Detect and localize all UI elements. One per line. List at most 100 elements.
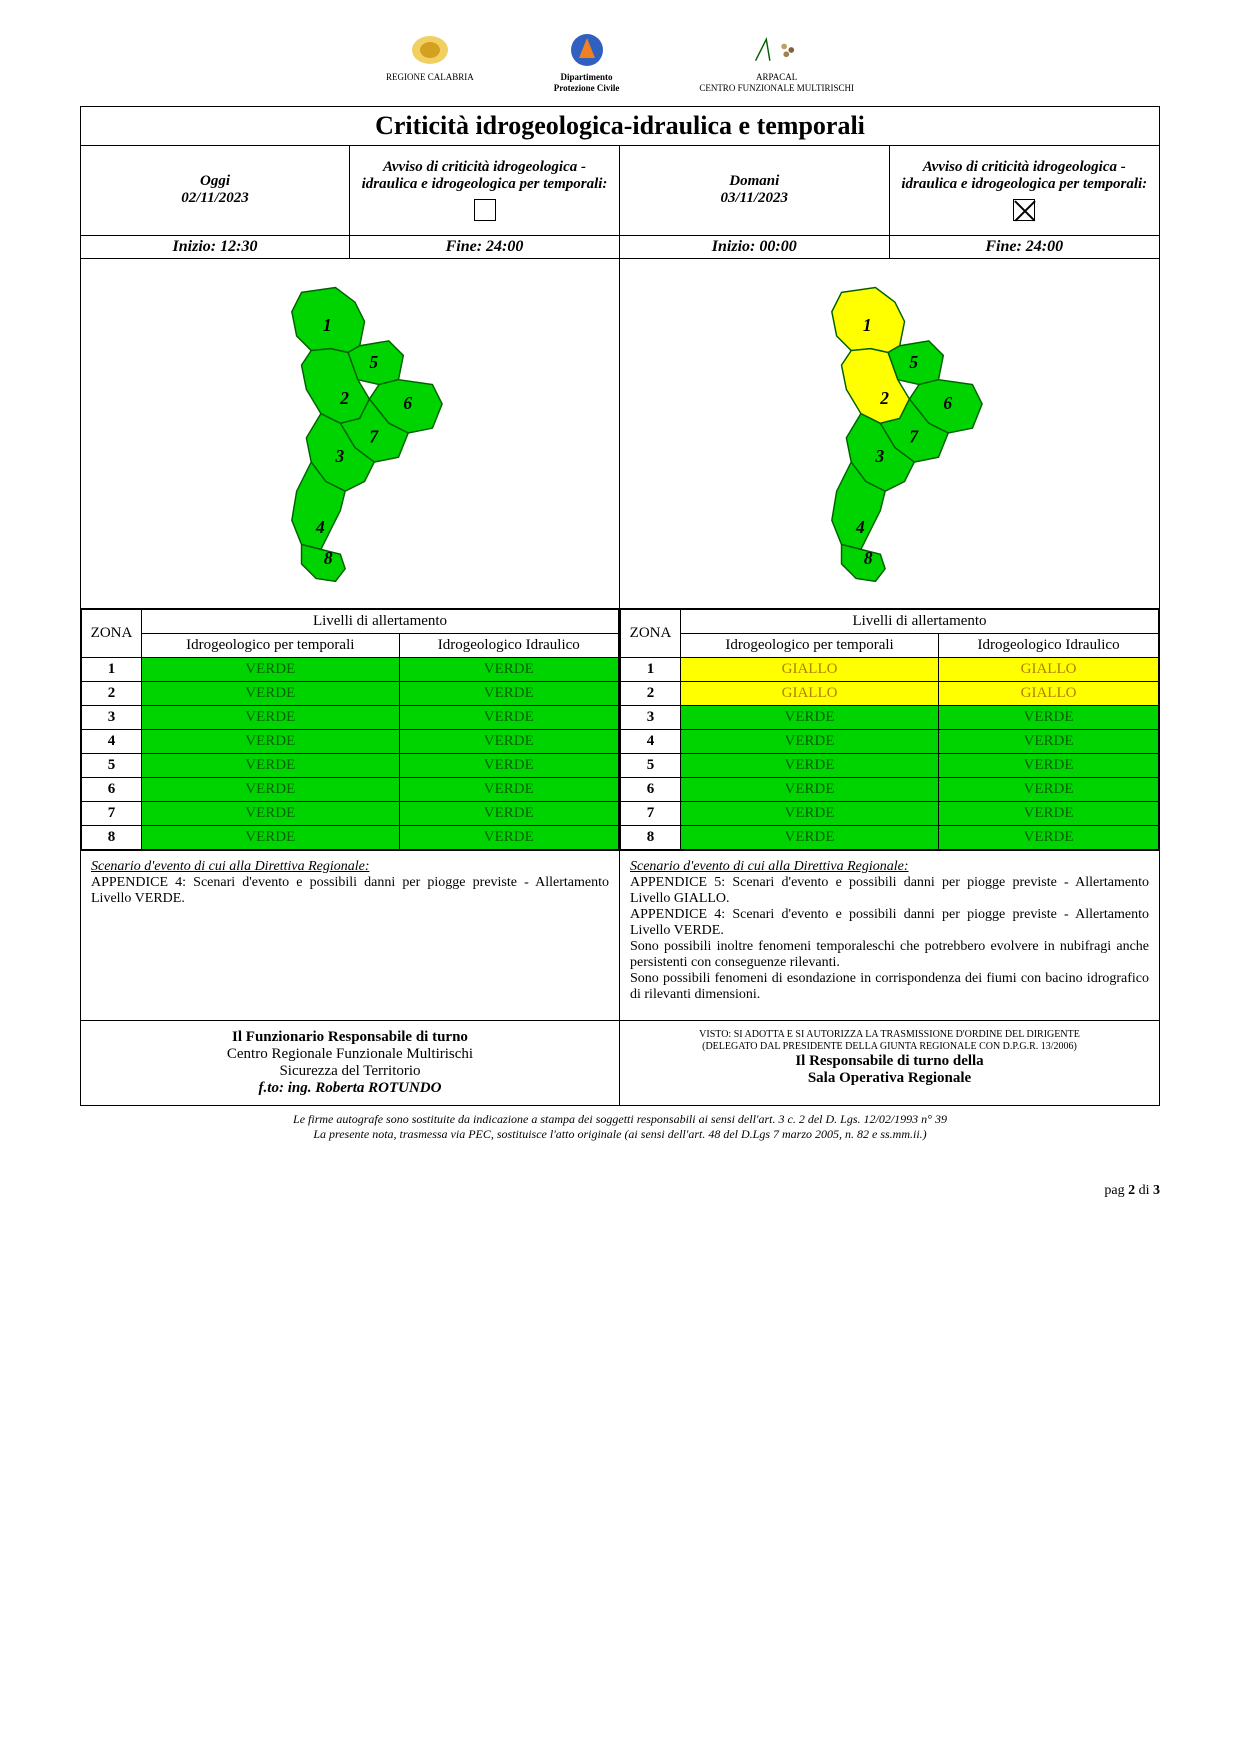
today-date: 02/11/2023 <box>181 190 249 207</box>
columns: Oggi 02/11/2023 Avviso di criticità idro… <box>81 146 1159 1105</box>
th-zona: ZONA <box>621 609 681 657</box>
today-table: ZONALivelli di allertamentoIdrogeologico… <box>81 609 619 850</box>
today-avviso-label: Avviso di criticità idrogeologica - idra… <box>358 159 611 193</box>
cell-zone: 3 <box>621 705 681 729</box>
tomorrow-avviso-checkbox <box>1013 199 1035 221</box>
table-row: 8VERDEVERDE <box>621 825 1159 849</box>
cell-zone: 1 <box>621 657 681 681</box>
today-date-cell: Oggi 02/11/2023 <box>81 146 350 235</box>
tomorrow-header: Domani 03/11/2023 Avviso di criticità id… <box>620 146 1159 236</box>
cell-temporali: VERDE <box>681 801 939 825</box>
page-num-mid: di <box>1135 1183 1153 1198</box>
cell-temporali: VERDE <box>142 777 400 801</box>
cell-idraulico: VERDE <box>399 753 618 777</box>
footer-l2: La presente nota, trasmessa via PEC, sos… <box>80 1127 1160 1143</box>
cell-idraulico: VERDE <box>939 777 1159 801</box>
logo-regione: REGIONE CALABRIA <box>386 30 474 94</box>
cell-temporali: VERDE <box>142 825 400 849</box>
today-header: Oggi 02/11/2023 Avviso di criticità idro… <box>81 146 619 236</box>
table-row: 7VERDEVERDE <box>82 801 619 825</box>
th-livelli: Livelli di allertamento <box>142 609 619 633</box>
table-row: 1GIALLOGIALLO <box>621 657 1159 681</box>
cell-idraulico: VERDE <box>399 777 618 801</box>
logo-arpacal: ARPACAL CENTRO FUNZIONALE MULTIRISCHI <box>699 30 854 94</box>
arpacal-icon <box>752 30 802 70</box>
cell-temporali: VERDE <box>681 777 939 801</box>
cell-temporali: VERDE <box>142 705 400 729</box>
cell-temporali: VERDE <box>681 753 939 777</box>
today-time-row: Inizio: 12:30 Fine: 24:00 <box>81 236 619 259</box>
cell-zone: 5 <box>82 753 142 777</box>
map-zone-label-3: 3 <box>874 446 884 466</box>
today-scenario-title: Scenario d'evento di cui alla Direttiva … <box>91 859 370 874</box>
table-row: 3VERDEVERDE <box>621 705 1159 729</box>
cell-temporali: VERDE <box>142 729 400 753</box>
map-zone-label-7: 7 <box>369 427 379 447</box>
cell-zone: 2 <box>621 681 681 705</box>
cell-idraulico: VERDE <box>939 753 1159 777</box>
map-zone-label-7: 7 <box>909 427 919 447</box>
footer-note: Le firme autografe sono sostituite da in… <box>80 1112 1160 1143</box>
tomorrow-fine: Fine: 24:00 <box>890 236 1160 258</box>
protezione-civile-icon <box>562 30 612 70</box>
tomorrow-sig-l2: Sala Operativa Regionale <box>630 1070 1149 1087</box>
tomorrow-scenario: Scenario d'evento di cui alla Direttiva … <box>620 850 1159 1020</box>
table-row: 8VERDEVERDE <box>82 825 619 849</box>
today-signature: Il Funzionario Responsabile di turno Cen… <box>81 1020 619 1105</box>
cell-zone: 6 <box>82 777 142 801</box>
tomorrow-map-row: 15267348 <box>620 259 1159 609</box>
tomorrow-date-cell: Domani 03/11/2023 <box>620 146 890 235</box>
tomorrow-avviso-label: Avviso di criticità idrogeologica - idra… <box>898 159 1152 193</box>
th-col2: Idrogeologico Idraulico <box>399 633 618 657</box>
col-today: Oggi 02/11/2023 Avviso di criticità idro… <box>81 146 620 1105</box>
cell-idraulico: GIALLO <box>939 657 1159 681</box>
today-avviso-checkbox <box>474 199 496 221</box>
cell-zone: 3 <box>82 705 142 729</box>
logo-dipartimento-label: Dipartimento Protezione Civile <box>554 72 620 94</box>
cell-temporali: VERDE <box>142 801 400 825</box>
table-row: 3VERDEVERDE <box>82 705 619 729</box>
page-num-pre: pag <box>1104 1183 1128 1198</box>
map-zone-label-6: 6 <box>403 393 412 413</box>
th-col1: Idrogeologico per temporali <box>681 633 939 657</box>
cell-temporali: VERDE <box>142 657 400 681</box>
cell-idraulico: VERDE <box>399 657 618 681</box>
cell-zone: 2 <box>82 681 142 705</box>
cell-zone: 6 <box>621 777 681 801</box>
cell-idraulico: VERDE <box>399 801 618 825</box>
cell-temporali: VERDE <box>142 681 400 705</box>
map-zone-label-8: 8 <box>324 548 333 568</box>
cell-temporali: VERDE <box>681 705 939 729</box>
table-row: 2GIALLOGIALLO <box>621 681 1159 705</box>
logo-regione-label: REGIONE CALABRIA <box>386 72 474 83</box>
today-sig-l4: f.to: ing. Roberta ROTUNDO <box>91 1080 609 1097</box>
today-avviso-cell: Avviso di criticità idrogeologica - idra… <box>350 146 619 235</box>
cell-temporali: GIALLO <box>681 657 939 681</box>
cell-temporali: VERDE <box>681 729 939 753</box>
main-box: Criticità idrogeologica-idraulica e temp… <box>80 106 1160 1106</box>
map-zone-label-5: 5 <box>909 352 918 372</box>
table-row: 7VERDEVERDE <box>621 801 1159 825</box>
today-label: Oggi <box>200 173 230 190</box>
document-title: Criticità idrogeologica-idraulica e temp… <box>81 107 1159 146</box>
cell-idraulico: VERDE <box>399 681 618 705</box>
th-col1: Idrogeologico per temporali <box>142 633 400 657</box>
footer-l1: Le firme autografe sono sostituite da in… <box>80 1112 1160 1128</box>
logos-row: REGIONE CALABRIA Dipartimento Protezione… <box>80 30 1160 94</box>
cell-temporali: GIALLO <box>681 681 939 705</box>
tomorrow-sig-l1: Il Responsabile di turno della <box>630 1053 1149 1070</box>
cell-temporali: VERDE <box>142 753 400 777</box>
map-zone-label-4: 4 <box>855 517 865 537</box>
tomorrow-inizio: Inizio: 00:00 <box>620 236 890 258</box>
cell-zone: 5 <box>621 753 681 777</box>
col-tomorrow: Domani 03/11/2023 Avviso di criticità id… <box>620 146 1159 1105</box>
tomorrow-avviso-cell: Avviso di criticità idrogeologica - idra… <box>890 146 1160 235</box>
cell-zone: 7 <box>621 801 681 825</box>
tomorrow-date: 03/11/2023 <box>720 190 788 207</box>
cell-zone: 8 <box>621 825 681 849</box>
page-number: pag 2 di 3 <box>80 1183 1160 1199</box>
map-zone-label-2: 2 <box>879 388 889 408</box>
tomorrow-sig-s2: (DELEGATO DAL PRESIDENTE DELLA GIUNTA RE… <box>630 1041 1149 1053</box>
page: REGIONE CALABRIA Dipartimento Protezione… <box>0 0 1240 1219</box>
cell-idraulico: VERDE <box>399 825 618 849</box>
